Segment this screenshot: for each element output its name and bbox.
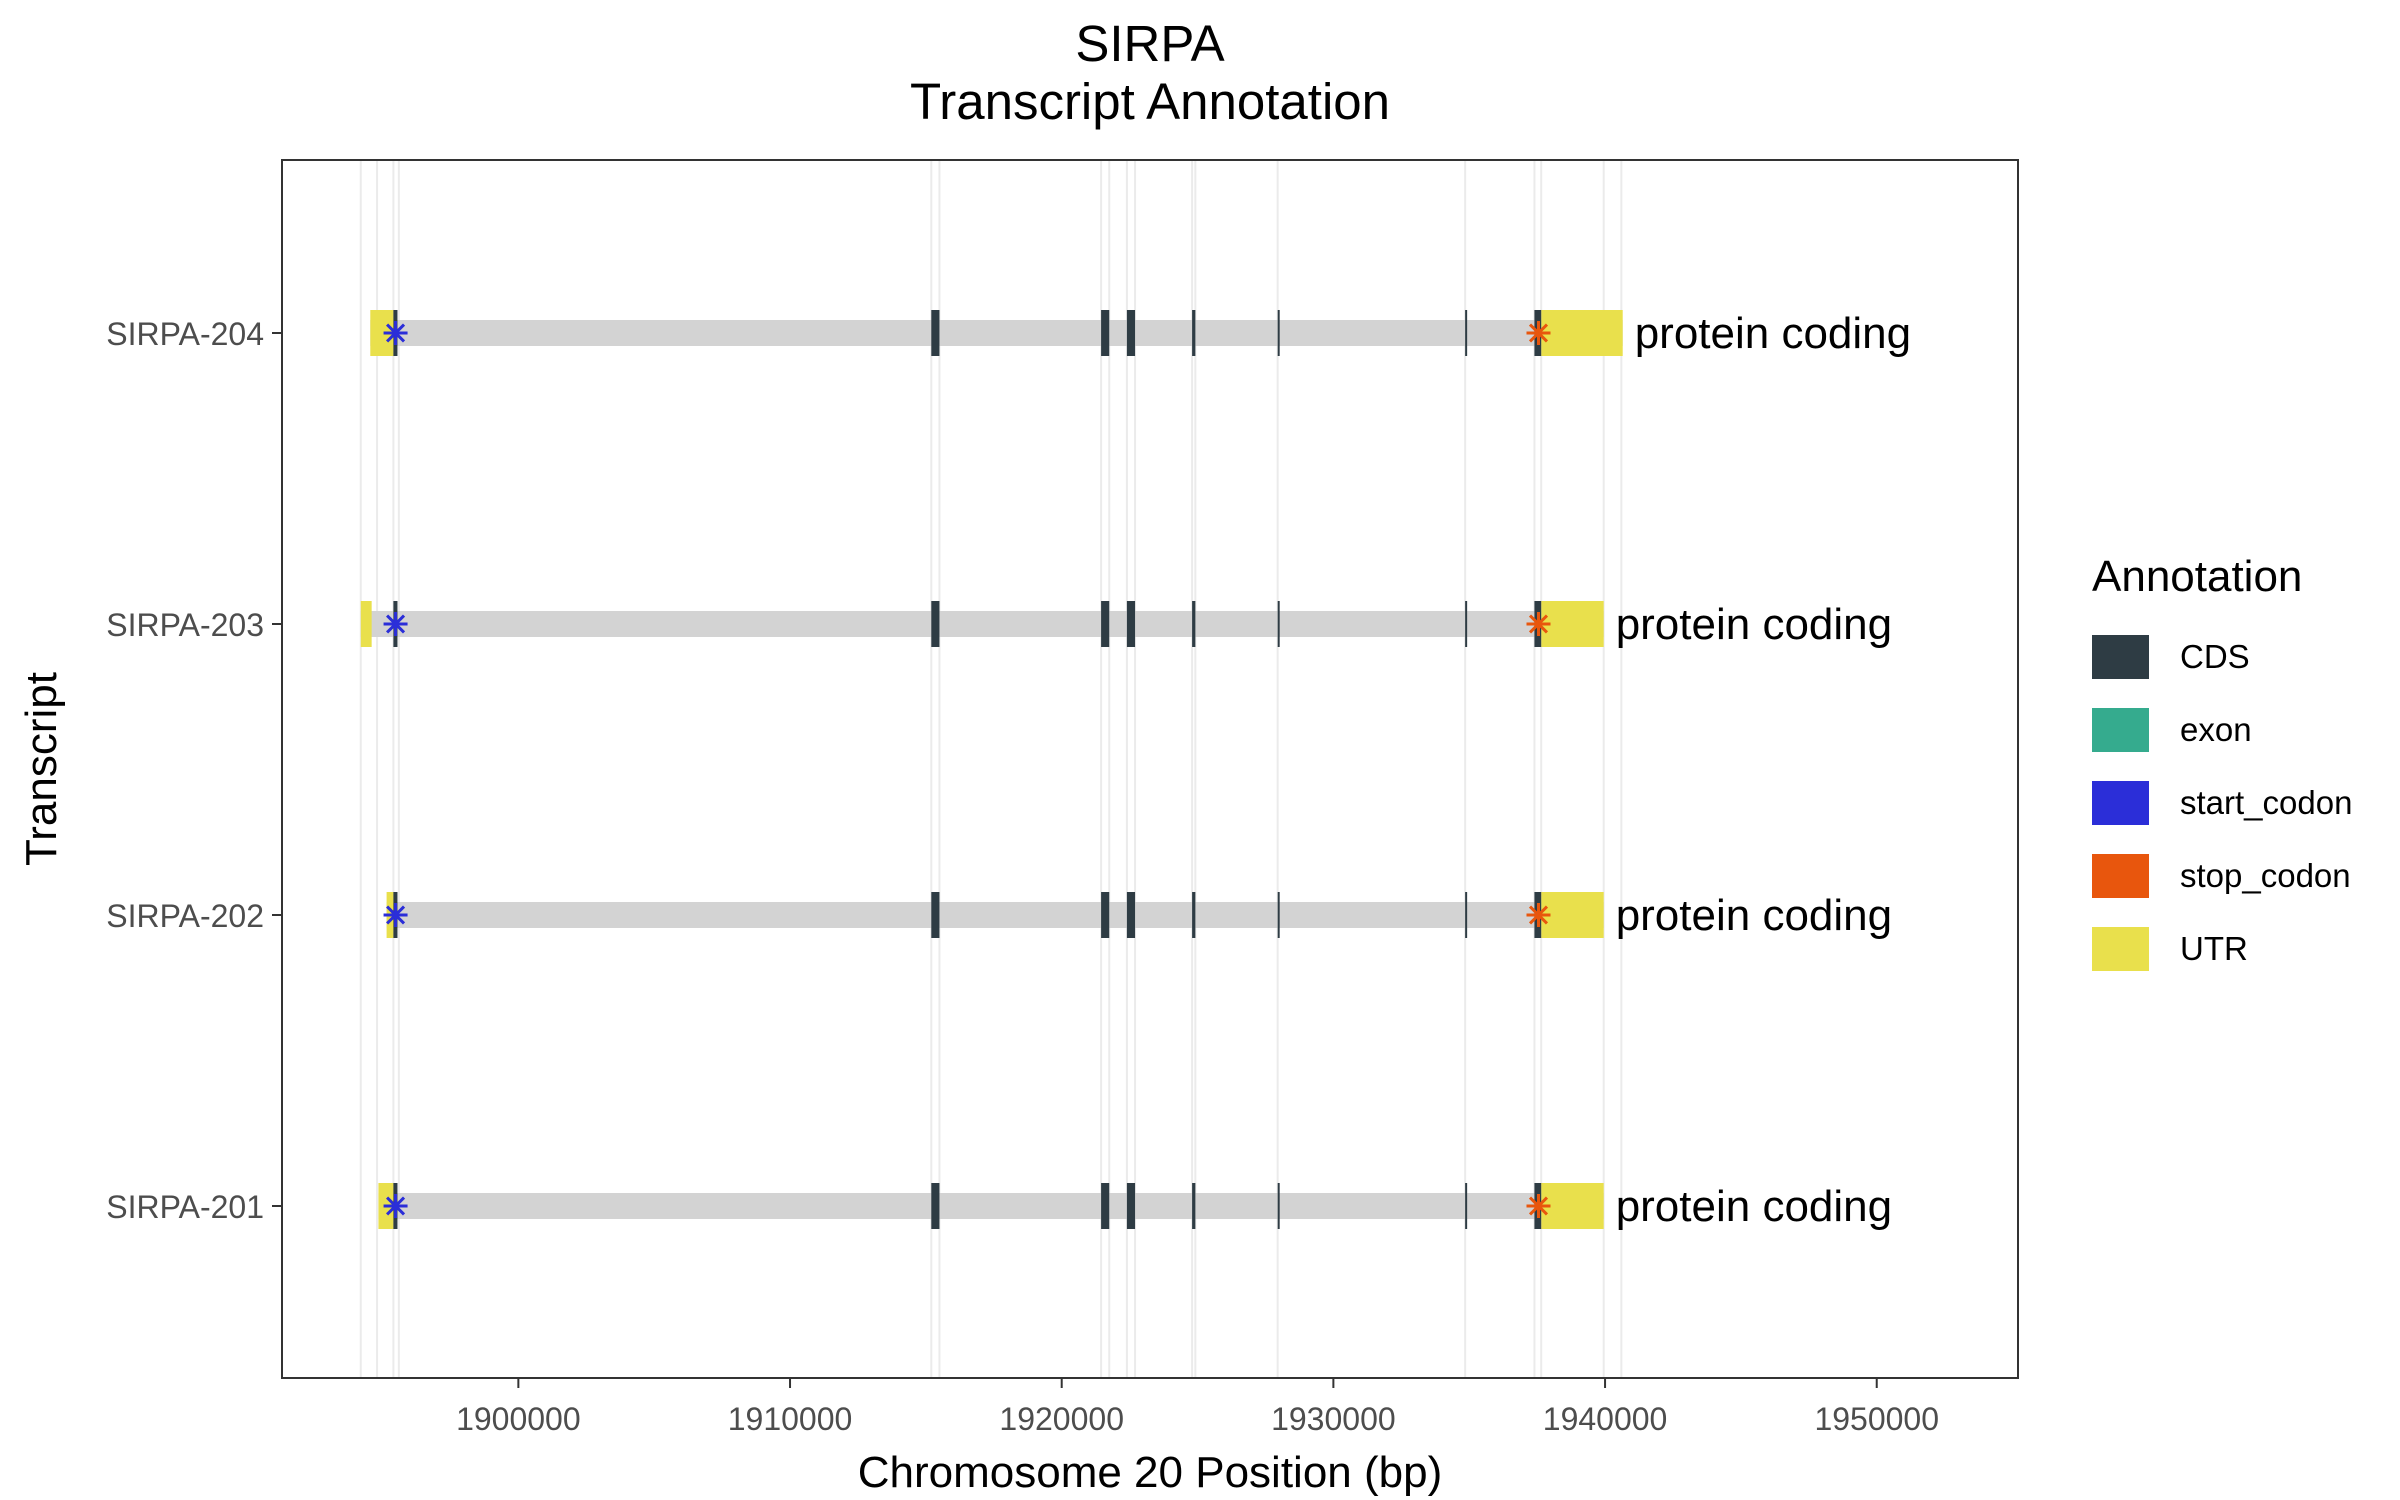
cds-block [1126, 1183, 1136, 1229]
legend: Annotation CDS exon start_codon stop_codon U… [2092, 552, 2352, 985]
x-tick-label: 1920000 [999, 1401, 1124, 1437]
cds-block [1126, 601, 1136, 647]
cds-block [1277, 310, 1280, 356]
x-tick-label: 1950000 [1814, 1401, 1939, 1437]
cds-block [1126, 892, 1136, 938]
transcript-type-label: protein coding [1635, 309, 1911, 358]
x-tick-label: 1900000 [456, 1401, 581, 1437]
utr-block [1541, 892, 1604, 938]
start-codon-marker [383, 903, 408, 927]
cds-block [1126, 310, 1136, 356]
cds-block [931, 601, 940, 647]
cds-block [1192, 892, 1196, 938]
cds-block [1192, 1183, 1196, 1229]
cds-block [1192, 310, 1196, 356]
legend-label: stop_codon [2180, 856, 2351, 894]
x-axis-title: Chromosome 20 Position (bp) [858, 1448, 1442, 1497]
start-codon-marker [383, 321, 408, 345]
cds-block [1465, 1183, 1468, 1229]
cds-block [1465, 310, 1468, 356]
legend-item-stop-codon: stop_codon [2092, 839, 2352, 912]
stop-codon-marker [1526, 321, 1551, 345]
y-axis-title: Transcript [17, 672, 66, 866]
utr-block [1541, 601, 1604, 647]
stop-codon-marker-stroke [1528, 323, 1549, 343]
transcript-SIRPA-203: protein coding SIRPA-203 [106, 600, 1892, 649]
stop-codon-marker [1526, 612, 1551, 636]
legend-key [2092, 634, 2149, 679]
legend-key [2092, 853, 2149, 898]
y-tick-label: SIRPA-204 [106, 316, 264, 352]
legend-key [2092, 926, 2149, 971]
transcript-type-label: protein coding [1616, 891, 1892, 940]
transcript-type-label: protein coding [1616, 1182, 1892, 1231]
legend-title: Annotation [2092, 552, 2303, 601]
utr-block [360, 601, 372, 647]
utr-block [1541, 1183, 1604, 1229]
start-codon-marker-stroke [386, 1196, 406, 1216]
cds-block [1192, 601, 1196, 647]
cds-block [1101, 1183, 1110, 1229]
legend-item-UTR: UTR [2092, 912, 2352, 985]
legend-item-exon: exon [2092, 693, 2352, 766]
transcript-SIRPA-202: protein coding SIRPA-202 [106, 891, 1892, 940]
cds-block [1465, 892, 1468, 938]
intron-bar [370, 320, 1623, 346]
cds-block [1101, 310, 1110, 356]
legend-item-CDS: CDS [2092, 620, 2352, 693]
utr-block [370, 310, 394, 356]
transcript-type-label: protein coding [1616, 600, 1892, 649]
cds-block [1277, 1183, 1280, 1229]
x-tick-label: 1930000 [1271, 1401, 1396, 1437]
stop-codon-marker-stroke [1528, 614, 1549, 634]
transcript-SIRPA-201: protein coding SIRPA-201 [106, 1182, 1892, 1231]
x-tick-label: 1940000 [1543, 1401, 1668, 1437]
cds-block [1465, 601, 1468, 647]
legend-label: UTR [2180, 929, 2248, 967]
start-codon-marker [383, 612, 408, 636]
start-codon-marker [383, 1194, 408, 1218]
cds-block [1277, 601, 1280, 647]
transcript-SIRPA-204: protein coding SIRPA-204 [106, 309, 1911, 358]
stop-codon-marker-stroke [1528, 905, 1549, 925]
legend-label: exon [2180, 710, 2252, 748]
legend-label: start_codon [2180, 783, 2353, 821]
start-codon-marker-stroke [386, 905, 406, 925]
legend-item-start-codon: start_codon [2092, 766, 2352, 839]
cds-block [931, 892, 940, 938]
cds-block [931, 1183, 940, 1229]
cds-block [1277, 892, 1280, 938]
legend-key [2092, 707, 2149, 752]
intron-bar [386, 902, 1604, 928]
chart-subtitle: Transcript Annotation [909, 73, 1391, 130]
cds-block [1101, 892, 1110, 938]
stop-codon-marker [1526, 1194, 1551, 1218]
legend-key [2092, 780, 2149, 825]
stop-codon-marker-stroke [1528, 1196, 1549, 1216]
y-tick-label: SIRPA-203 [106, 607, 264, 643]
intron-bar [378, 1193, 1604, 1219]
chart-title: SIRPA [1075, 15, 1225, 72]
utr-block [1541, 310, 1623, 356]
x-tick-label: 1910000 [728, 1401, 853, 1437]
y-tick-label: SIRPA-202 [106, 898, 264, 934]
legend-label: CDS [2180, 637, 2250, 675]
stop-codon-marker [1526, 903, 1551, 927]
plot-border [281, 159, 2019, 1379]
intron-bar [360, 611, 1604, 637]
cds-block [1101, 601, 1110, 647]
start-codon-marker-stroke [386, 614, 406, 634]
start-codon-marker-stroke [386, 323, 406, 343]
cds-block [931, 310, 940, 356]
plot-background [282, 160, 2018, 1378]
y-tick-label: SIRPA-201 [106, 1189, 264, 1225]
